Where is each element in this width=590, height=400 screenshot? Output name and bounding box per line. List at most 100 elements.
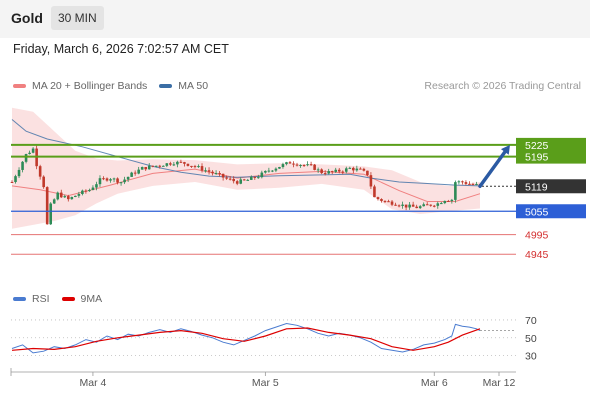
candle-body xyxy=(137,169,140,174)
candle-body xyxy=(253,176,257,178)
candle xyxy=(14,174,17,184)
candle xyxy=(404,204,408,211)
candle-body xyxy=(264,170,267,173)
candle-body xyxy=(116,178,119,183)
candle-body xyxy=(281,164,285,168)
candle-body xyxy=(302,165,306,167)
candle xyxy=(249,175,253,181)
candle-body xyxy=(369,175,373,187)
candle-body xyxy=(158,165,162,167)
candle xyxy=(309,161,313,166)
candle xyxy=(211,170,214,176)
bollinger-band xyxy=(12,107,480,229)
candle xyxy=(436,201,440,209)
candle xyxy=(373,184,376,198)
candle-body xyxy=(126,176,130,180)
candle xyxy=(429,204,433,207)
candle-body xyxy=(235,181,239,184)
candle-body xyxy=(299,165,302,167)
candle xyxy=(207,167,211,175)
candle xyxy=(292,161,295,168)
ma50-swatch xyxy=(159,84,173,88)
candle-body xyxy=(439,203,443,205)
candle xyxy=(77,191,81,198)
candle xyxy=(369,172,373,190)
rsi-tick-label: 70 xyxy=(525,315,537,327)
candle xyxy=(330,170,334,175)
candle-body xyxy=(211,171,214,174)
candle xyxy=(81,189,84,196)
candle xyxy=(31,147,35,154)
forecast-arrow-head xyxy=(500,144,510,155)
candle-body xyxy=(95,184,98,188)
candle-body xyxy=(411,204,415,207)
candle xyxy=(119,181,123,186)
candle-body xyxy=(341,171,345,173)
candle-body xyxy=(260,172,264,178)
candle-body xyxy=(239,179,243,184)
candle-body xyxy=(84,190,88,192)
timeframe-badge[interactable]: 30 MIN xyxy=(51,6,104,30)
copyright: Research © 2026 Trading Central xyxy=(424,80,581,92)
candle-body xyxy=(200,166,204,171)
candle xyxy=(172,162,176,167)
candle xyxy=(316,167,320,173)
candle xyxy=(179,159,183,163)
candle xyxy=(221,173,225,181)
candle-body xyxy=(112,178,116,180)
candle xyxy=(475,181,478,186)
candle-body xyxy=(468,183,471,185)
candle xyxy=(197,164,200,168)
x-tick-label: Mar 5 xyxy=(252,377,279,389)
candle xyxy=(228,176,232,181)
candle-body xyxy=(123,179,126,183)
candle-body xyxy=(130,172,133,177)
candle-body xyxy=(14,176,17,183)
candle-body xyxy=(165,163,169,166)
candle xyxy=(56,191,60,201)
candle-body xyxy=(179,161,183,163)
candle-body xyxy=(355,168,359,171)
candle-body xyxy=(74,195,77,197)
candle-body xyxy=(218,173,221,175)
candle-body xyxy=(278,167,281,169)
candle-body xyxy=(330,171,334,173)
candle-body xyxy=(450,199,454,202)
candle xyxy=(70,196,74,200)
candle xyxy=(190,165,193,168)
price-tag-label: 5119 xyxy=(525,181,548,193)
candle-body xyxy=(337,169,341,172)
candle-body xyxy=(383,200,387,202)
candle xyxy=(74,195,77,198)
candle-body xyxy=(432,205,436,207)
price-tag-label: 5225 xyxy=(525,140,549,152)
candle-body xyxy=(154,165,158,167)
candle xyxy=(362,167,366,172)
candle xyxy=(454,180,457,203)
candle xyxy=(176,160,179,168)
candle-body xyxy=(242,179,246,181)
candle xyxy=(147,163,151,170)
candle xyxy=(302,164,306,168)
candle xyxy=(323,170,327,176)
candle xyxy=(144,166,148,171)
candle-body xyxy=(376,197,380,200)
candle-body xyxy=(394,204,397,206)
candle xyxy=(401,201,404,209)
candle xyxy=(151,165,155,168)
candle xyxy=(337,168,341,174)
candle xyxy=(366,170,369,177)
candle-body xyxy=(38,166,42,177)
candle xyxy=(260,170,264,179)
candle xyxy=(352,166,355,174)
candle xyxy=(418,205,422,210)
candle xyxy=(218,171,221,177)
rsi-swatch xyxy=(13,297,26,301)
candle xyxy=(169,161,172,166)
candle xyxy=(232,176,235,184)
timestamp: Friday, March 6, 2026 7:02:57 AM CET xyxy=(13,42,229,56)
candle xyxy=(432,204,436,208)
candle-body xyxy=(246,179,250,181)
candle-body xyxy=(133,172,137,174)
rsi-ma-line xyxy=(11,327,481,351)
